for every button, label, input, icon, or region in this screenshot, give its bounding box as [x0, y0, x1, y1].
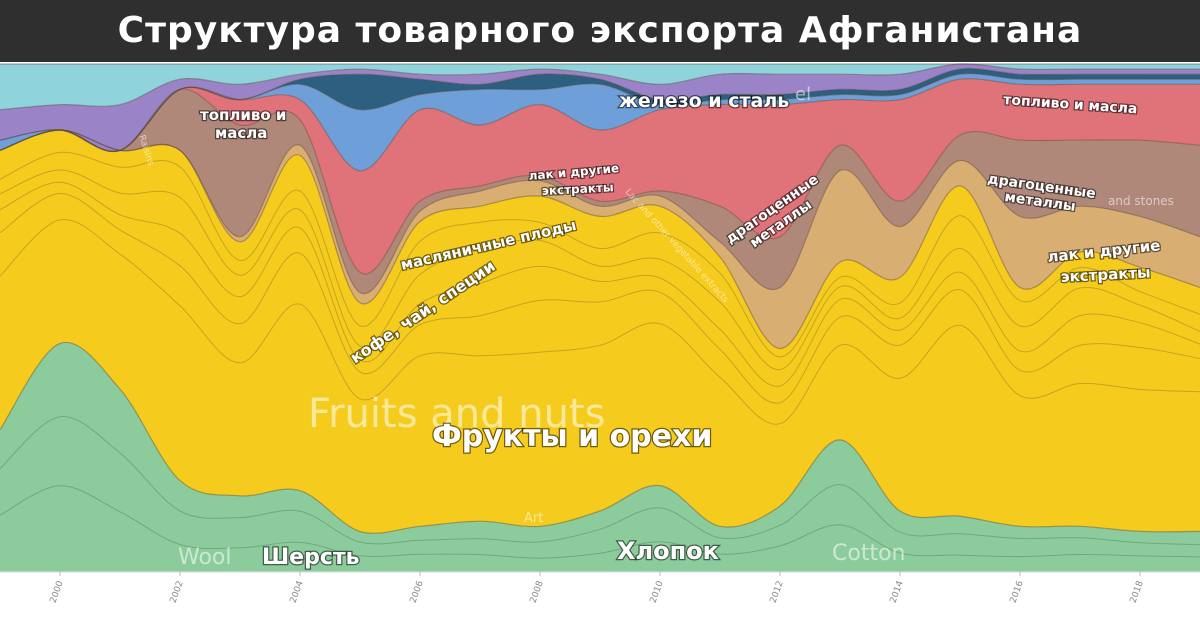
label-wool-en: Wool: [178, 545, 232, 570]
label-lac-ru-2: экстракты: [541, 180, 614, 198]
label-wool-ru: Шерсть: [262, 545, 360, 570]
area-purple: [0, 63, 1200, 152]
area-fruits: [0, 130, 1200, 534]
area-precious: [0, 130, 1200, 349]
area-iron: [0, 78, 1200, 275]
fruits-subline: [0, 151, 1200, 358]
label-fuel-ru-1: топливо и: [200, 106, 286, 124]
label-iron-ru: железо и сталь: [619, 90, 789, 112]
label-cotton-ru: Хлопок: [617, 537, 719, 565]
area-blue: [0, 73, 1200, 171]
x-tick-label: 2000: [49, 579, 66, 604]
title-bar: [0, 0, 1200, 62]
area-layers: [0, 63, 1200, 572]
fruits-subline: [0, 169, 1200, 371]
x-tick-label: 2018: [1129, 579, 1146, 604]
cotton-subline: [0, 416, 1200, 546]
x-tick-label: 2010: [649, 579, 666, 604]
x-tick-label: 2012: [769, 580, 786, 605]
outline-precious: [0, 129, 1200, 295]
area-navy: [0, 68, 1200, 152]
label-fruits-ru: Фрукты и орехи: [432, 419, 712, 454]
outline-cotton: [0, 341, 1200, 534]
area-cotton: [0, 342, 1200, 572]
outline-purple: [0, 63, 1200, 111]
x-tick-label: 2014: [889, 579, 906, 604]
outline-navy: [0, 67, 1200, 153]
x-tick-label: 2002: [169, 580, 186, 605]
label-fuel-ru-2: масла: [215, 124, 267, 142]
x-tick-label: 2006: [409, 579, 426, 604]
fruits-subline: [0, 219, 1200, 425]
cotton-subline: [0, 485, 1200, 559]
x-tick-label: 2004: [289, 579, 306, 604]
outline-blue: [0, 73, 1200, 153]
fruits-subline: [0, 181, 1200, 387]
area-outlines: [0, 63, 1200, 559]
outline-fruits: [0, 129, 1200, 350]
label-cotton-en: Cotton: [832, 541, 905, 566]
x-axis-ticks: 2000 2002 2004 2006 2008 2010 2012 2014 2016 2018: [49, 572, 1146, 605]
label-stones-en: and stones: [1108, 194, 1174, 208]
outline-iron: [0, 78, 1200, 172]
label-fruits-en: Fruits and nuts: [308, 391, 605, 437]
x-tick-label: 2016: [1009, 579, 1026, 604]
x-tick-label: 2008: [529, 579, 546, 604]
area-teal: [0, 63, 1200, 110]
area-fuel: [0, 89, 1200, 294]
stacked-area-chart: 2000 2002 2004 2006 2008 2010 2012 2014 2016 2018…: [0, 63, 1200, 605]
chart-title: Структура товарного экспорта Афганистана: [117, 10, 1083, 51]
fruits-subline: [0, 192, 1200, 404]
label-iron-en: el: [795, 84, 811, 105]
label-art-en: Art: [524, 511, 543, 526]
outline-fuel: [0, 88, 1200, 275]
